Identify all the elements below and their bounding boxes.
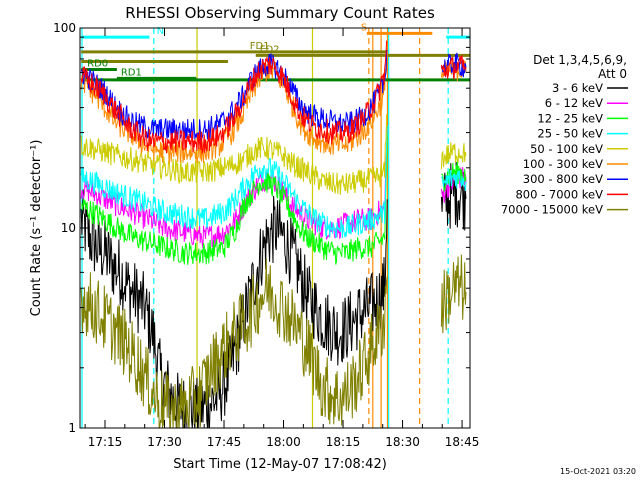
series-line-2 — [81, 133, 467, 265]
legend-label-8: 7000 - 15000 keV — [501, 203, 603, 217]
chart-title: RHESSI Observing Summary Count Rates — [125, 4, 435, 22]
series-layer — [80, 39, 467, 429]
series-line-7 — [80, 39, 467, 155]
legend-label-3: 25 - 50 keV — [537, 127, 603, 141]
legend-label-7: 800 - 7000 keV — [515, 187, 603, 201]
y-tick-label-0: 1 — [68, 421, 76, 435]
legend-label-6: 300 - 800 keV — [523, 172, 603, 186]
footer-date: 15-Oct-2021 03:20 — [560, 467, 636, 476]
series-line-3 — [80, 125, 467, 239]
x-tick-label-0: 17:15 — [88, 435, 123, 449]
x-tick-label-5: 18:30 — [385, 435, 420, 449]
x-tick-label-4: 18:15 — [326, 435, 361, 449]
legend-label-5: 100 - 300 keV — [523, 157, 603, 171]
flag-label-rd0: RD0 — [87, 59, 108, 70]
x-tick-label-2: 17:45 — [207, 435, 242, 449]
axis-layer: 17:15 17:30 17:45 18:00 18:15 18:30 18:45 1 10 10… — [53, 21, 479, 449]
legend-label-1: 6 - 12 keV — [545, 96, 603, 110]
legend-label-0: 3 - 6 keV — [552, 81, 603, 95]
y-tick-label-1: 10 — [61, 221, 76, 235]
series-line-6 — [80, 49, 467, 142]
flag-label-fd1: FD1 — [250, 41, 270, 52]
x-tick-label-3: 18:00 — [266, 435, 301, 449]
flag-label-fd2: FD2 — [260, 44, 280, 55]
flag-label-rd1: RD1 — [121, 67, 142, 78]
series-line-8 — [80, 254, 467, 429]
legend-label-2: 12 - 25 keV — [537, 111, 603, 125]
series-line-0 — [80, 161, 467, 429]
x-tick-label-1: 17:30 — [147, 435, 182, 449]
legend-label-4: 50 - 100 keV — [530, 142, 603, 156]
flag-label-n: N — [157, 26, 164, 37]
legend-header-line-1: Det 1,3,4,5,6,9, — [533, 53, 627, 67]
x-axis-label: Start Time (12-May-07 17:08:42) — [173, 457, 387, 472]
legend-header-line-2: Att 0 — [598, 67, 627, 81]
x-tick-label-6: 18:45 — [445, 435, 480, 449]
y-tick-label-2: 100 — [53, 21, 76, 35]
y-axis-label: Count Rate (s⁻¹ detector⁻¹) — [29, 140, 44, 317]
series-line-4 — [80, 113, 467, 195]
